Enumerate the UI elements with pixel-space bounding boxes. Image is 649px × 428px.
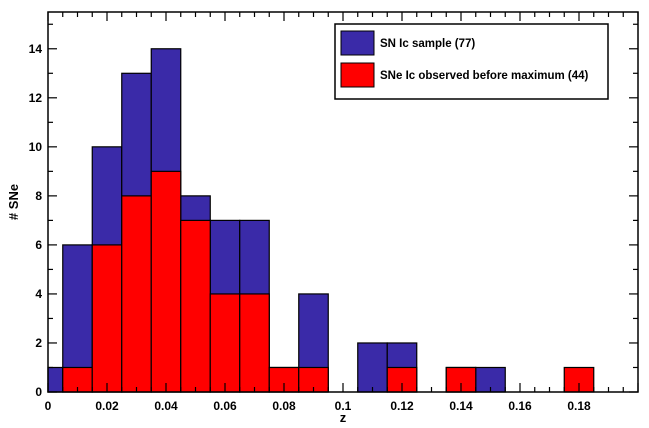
y-tick-label: 12 xyxy=(29,91,43,105)
x-tick-label: 0.12 xyxy=(390,399,414,413)
legend-label-observed-before-max: SNe Ic observed before maximum (44) xyxy=(380,70,589,82)
x-tick-label: 0.08 xyxy=(272,399,296,413)
bar-observed-before-max xyxy=(150,170,182,393)
x-tick-label: 0.18 xyxy=(567,399,591,413)
bar-observed-before-max xyxy=(121,195,152,393)
tick-labels-layer: 0 0.02 0.04 0.06 0.08 0.1 0.12 0.14 0.16 0.18 0 2 4 6… xyxy=(29,42,591,413)
y-tick-label: 0 xyxy=(35,385,42,399)
bar-observed-before-max xyxy=(180,219,211,393)
x-tick-label: 0 xyxy=(45,399,52,413)
x-tick-label: 0.16 xyxy=(508,399,532,413)
y-tick-label: 4 xyxy=(35,287,42,301)
x-tick-label: 0.1 xyxy=(335,399,352,413)
bar-sn-ic-sample xyxy=(47,366,64,393)
plot-frame xyxy=(47,11,639,393)
x-tick-label: 0.06 xyxy=(213,399,237,413)
x-tick-label: 0.02 xyxy=(95,399,119,413)
x-axis-title: z xyxy=(340,410,347,425)
y-tick-label: 6 xyxy=(35,238,42,252)
bar-observed-before-max xyxy=(209,293,241,393)
y-axis-title: # SNe xyxy=(6,184,21,220)
ticks-layer xyxy=(47,12,639,393)
legend-box xyxy=(334,23,609,100)
y-tick-label: 8 xyxy=(35,189,42,203)
bar-observed-before-max xyxy=(239,293,270,393)
y-tick-label: 10 xyxy=(29,140,43,154)
legend-swatch-sn-ic-sample xyxy=(340,30,375,56)
x-tick-label: 0.14 xyxy=(449,399,473,413)
y-tick-label: 2 xyxy=(35,336,42,350)
bars-layer xyxy=(47,48,595,393)
x-tick-label: 0.04 xyxy=(154,399,178,413)
bar-sn-ic-sample xyxy=(357,342,388,393)
legend-label-sn-ic-sample: SN Ic sample (77) xyxy=(380,38,475,50)
legend-swatch-observed-before-max xyxy=(340,62,375,88)
y-tick-label: 14 xyxy=(29,42,43,56)
legend: SN Ic sample (77) SNe Ic observed before… xyxy=(334,23,609,100)
bar-observed-before-max xyxy=(91,244,123,393)
